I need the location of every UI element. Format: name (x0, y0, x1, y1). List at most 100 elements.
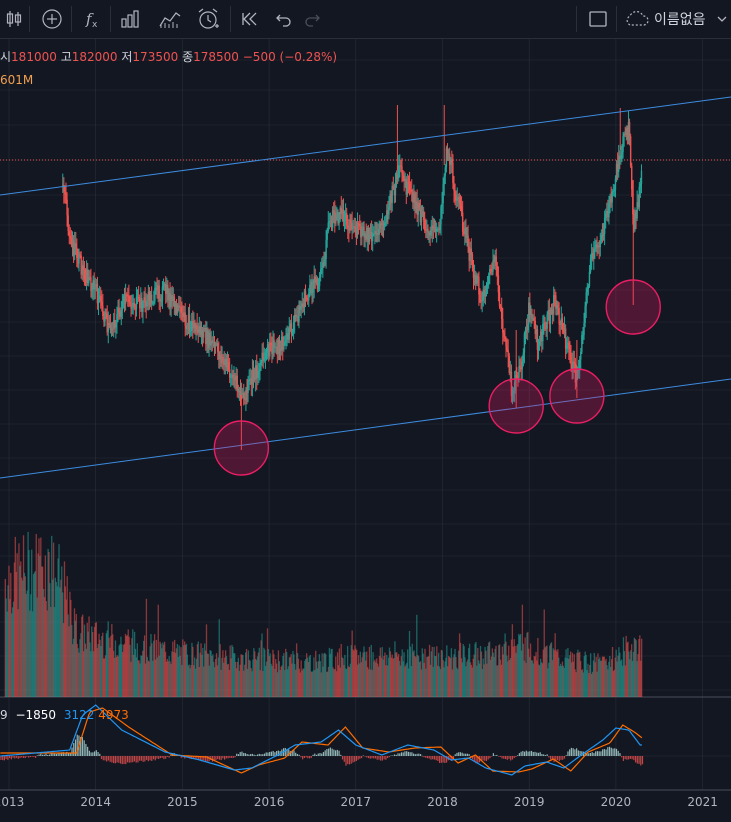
volume-bar (421, 648, 423, 697)
macd-histogram-bar (520, 751, 522, 756)
undo-icon[interactable] (270, 5, 298, 33)
add-indicator-icon[interactable] (38, 5, 66, 33)
macd-histogram-bar (255, 755, 257, 756)
candle-body (267, 344, 270, 357)
volume-bar (244, 664, 246, 697)
macd-histogram-bar (204, 756, 207, 762)
volume-bar (263, 647, 265, 697)
macd-histogram-bar (371, 756, 373, 759)
layout-icon[interactable] (584, 5, 612, 33)
volume-bar (484, 646, 486, 697)
volume-bar (575, 672, 577, 697)
volume-bar (436, 646, 438, 697)
volume-bar (100, 646, 102, 697)
volume-bar (69, 591, 71, 697)
volume-bar (140, 655, 142, 697)
volume-bar (178, 645, 180, 697)
volume-bar (311, 671, 313, 697)
macd-histogram-bar (504, 756, 507, 760)
candle-body (455, 194, 457, 201)
volume-bar (465, 666, 467, 697)
candle-body (609, 196, 611, 204)
candle-body (576, 371, 579, 374)
macd-histogram-bar (230, 756, 233, 758)
alert-icon[interactable] (194, 5, 222, 33)
volume-bar (194, 657, 196, 697)
candle-body (77, 257, 79, 264)
macd-histogram-bar (352, 756, 354, 763)
volume-bar (424, 648, 426, 697)
volume-bar (253, 648, 255, 697)
macd-histogram-bar (624, 756, 626, 760)
macd-histogram-bar (562, 756, 564, 760)
volume-bar (280, 666, 282, 697)
macd-histogram-bar (496, 754, 498, 756)
volume-bar (49, 583, 51, 697)
macd-histogram-bar (289, 751, 292, 756)
volume-bar (163, 641, 166, 697)
candle-body (606, 210, 608, 214)
volume-bar (147, 660, 149, 697)
candle-body (480, 300, 482, 302)
macd-histogram-bar (392, 755, 394, 756)
candle-body (218, 351, 220, 360)
macd-histogram-bar (165, 756, 167, 759)
candle-body (539, 331, 542, 342)
volume-bar (389, 651, 392, 697)
macd-histogram-bar (253, 754, 255, 756)
volume-bar (615, 649, 617, 697)
volume-bar (498, 644, 501, 697)
candle-body (139, 298, 141, 309)
volume-bar (319, 661, 321, 697)
macd-histogram-bar (317, 753, 319, 756)
candle-body (350, 220, 352, 224)
candle-body (322, 262, 324, 268)
candle-body (336, 212, 338, 216)
volume-bar (459, 642, 462, 697)
volume-bar (133, 654, 135, 697)
macd-histogram-bar (262, 754, 264, 756)
bar-style-icon[interactable] (2, 5, 26, 33)
macd-histogram-bar (191, 756, 193, 760)
candle-body (391, 185, 393, 203)
candle-body (422, 211, 425, 221)
volume-bar (413, 650, 415, 697)
chart-name[interactable]: 이름없음 (654, 12, 706, 28)
macd-histogram-bar (383, 756, 385, 760)
macd-histogram-bar (511, 756, 514, 760)
cloud-icon[interactable] (622, 5, 652, 33)
volume-bar (118, 645, 120, 697)
macd-histogram-bar (119, 756, 122, 764)
candle-body (257, 371, 259, 379)
volume-bar (249, 660, 251, 697)
macd-histogram-bar (544, 755, 547, 756)
replay-icon[interactable] (236, 5, 264, 33)
candle-body (153, 301, 155, 304)
candle-body (290, 323, 293, 335)
candle-body (454, 191, 456, 195)
volume-bar (78, 652, 80, 697)
macd-histogram-bar (541, 754, 543, 756)
candle-body (560, 318, 562, 325)
volume-bar (447, 666, 449, 697)
compare-icon[interactable] (156, 5, 184, 33)
candle-body (426, 228, 428, 231)
volume-bar (134, 648, 137, 697)
volume-bar (241, 654, 243, 697)
chevron-down-icon[interactable] (714, 5, 730, 33)
volume-bar (123, 644, 125, 697)
macd-histogram-bar (99, 753, 101, 756)
volume-bar (613, 669, 615, 697)
candle-body (595, 244, 597, 248)
volume-bar (490, 656, 493, 697)
volume-bar (523, 660, 525, 697)
volume-bar (580, 670, 583, 697)
volume-bar (223, 662, 225, 697)
candle-body (247, 381, 249, 394)
volume-bar (201, 654, 203, 697)
chart-type-icon[interactable] (116, 5, 144, 33)
macd-histogram-bar (576, 748, 578, 756)
candle-body (536, 329, 539, 350)
